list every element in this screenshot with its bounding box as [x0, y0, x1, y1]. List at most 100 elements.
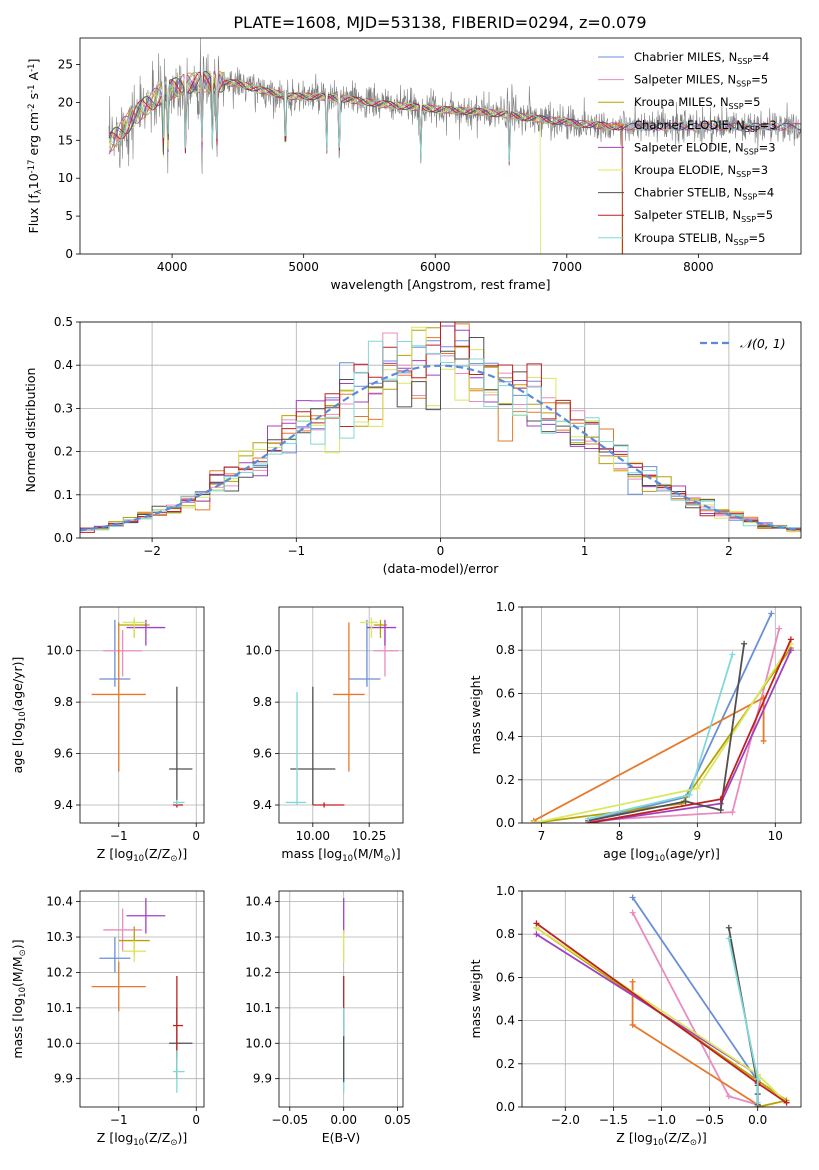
label-fragment: ⊙	[384, 854, 391, 864]
mass-weight-marker	[787, 636, 794, 643]
mass-weight-marker	[729, 651, 736, 658]
y-tick-label: 0.6	[496, 686, 515, 700]
y-tick-label: 9.8	[54, 695, 73, 709]
label-fragment: )]	[391, 846, 401, 861]
x-tick-label: −1.0	[647, 1113, 676, 1127]
mass-weight-marker	[530, 820, 537, 823]
x-tick-label: 2	[725, 544, 733, 558]
x-tick-label: −1	[110, 1113, 128, 1127]
y-tick-label: 0.8	[496, 927, 515, 941]
label-fragment: s	[26, 93, 41, 104]
mass-weight-marker	[754, 1075, 761, 1082]
age_vs_Z-plot-area	[91, 617, 193, 808]
mass-weight-marker	[725, 1093, 732, 1100]
y-axis-label: mass [log10(M/M⊙)]	[10, 939, 28, 1058]
x-tick-label: 10	[768, 829, 783, 843]
mass-weight-marker	[783, 1099, 790, 1106]
mass-weight-marker	[629, 909, 636, 916]
x-tick-label: 6000	[420, 260, 451, 274]
y-axis-label: mass weight	[468, 959, 483, 1038]
label-fragment: A	[26, 71, 41, 84]
mass_vs_Z-axes: −1 09.910.010.110.210.310.4Z [log10(Z/Z⊙)…	[10, 890, 205, 1148]
x-tick-label: 9	[694, 829, 702, 843]
y-tick-label: 10.0	[46, 644, 73, 658]
age_vs_mass-plot-area	[285, 617, 399, 808]
legend-tail: =3	[759, 140, 776, 154]
x-axis-label: age [log10(age/yr)]	[603, 846, 720, 864]
spectrum-plot-area	[108, 38, 801, 254]
residuals-axes: −2 −1 0 1 2 0.0 0.1 0.2 0.3 0.4 0.5 (data-model)/er…	[23, 315, 802, 576]
y-tick-label: 20	[58, 95, 73, 109]
mass_vs_EBV-axes: −0.05 0.00 0.05 9.9 10.0 10.1 10.2 10.3 10.4 E(B-…	[245, 890, 411, 1145]
x-axis-label: (data-model)/error	[383, 561, 500, 576]
legend-label: Kroupa ELODIE, NSSP=3	[634, 163, 768, 179]
label-fragment: mass weight	[468, 675, 483, 754]
axes-frame	[278, 606, 404, 824]
y-tick-label: 10.2	[245, 965, 272, 979]
x-tick-label: 0.05	[384, 1113, 411, 1127]
mass-weight-marker	[533, 920, 540, 927]
mass-weight-marker	[629, 1021, 636, 1028]
legend-subscript: SSP	[741, 215, 756, 224]
y-tick-label: 10.4	[245, 895, 272, 909]
x-axis-label: E(B-V)	[322, 1130, 361, 1145]
spectrum-model-line	[108, 71, 801, 163]
y-tick-label: 0.4	[54, 358, 73, 372]
label-fragment: 10	[342, 854, 353, 864]
age_vs_Z-axes: −1 09.49.69.810.0Z [log10(Z/Z⊙)]age [log1…	[10, 606, 205, 864]
y-tick-label: 0.0	[496, 1100, 515, 1114]
x-tick-label: 0.0	[748, 1113, 767, 1127]
label-fragment: (Z/Z	[144, 846, 170, 861]
x-tick-label: 4000	[157, 260, 188, 274]
legend-label: Salpeter STELIB, NSSP=5	[634, 208, 773, 224]
axes-frame	[278, 890, 404, 1108]
label-fragment: (age/yr)]	[665, 846, 720, 861]
y-tick-label: 10.0	[245, 644, 272, 658]
legend-tail: =3	[751, 163, 768, 177]
y-tick-label: 10.3	[245, 930, 272, 944]
x-tick-label: 0	[192, 1113, 200, 1127]
legend-tail: =5	[751, 73, 768, 87]
x-tick-label: 8	[616, 829, 624, 843]
y-tick-label: 9.9	[253, 1072, 272, 1086]
y-tick-label: 1.0	[496, 600, 515, 614]
label-fragment: (M/M	[353, 846, 384, 861]
y-axis-label: mass weight	[468, 675, 483, 754]
label-fragment: ]	[26, 59, 41, 64]
label-fragment: (M/M	[10, 956, 25, 987]
y-tick-label: 0.2	[496, 1057, 515, 1071]
x-tick-label: 0.00	[330, 1113, 357, 1127]
mass-weight-marker	[725, 935, 732, 942]
x-tick-label: −2.0	[551, 1113, 580, 1127]
label-fragment: Z [log	[97, 846, 133, 861]
label-fragment: -17	[27, 159, 37, 173]
x-tick-label: 10.00	[296, 829, 330, 843]
legend-subscript: SSP	[744, 147, 759, 156]
label-fragment: )]	[10, 939, 25, 949]
spectrum-model-line	[108, 71, 801, 160]
mass-weight-marker	[768, 610, 775, 617]
label-fragment: ⊙	[18, 949, 28, 956]
mass-weight-marker	[760, 737, 767, 744]
x-tick-label: 0	[192, 829, 200, 843]
mass-weight-marker	[682, 798, 689, 805]
y-tick-label: 9.4	[54, 798, 73, 812]
x-tick-label: −2	[143, 544, 161, 558]
y-axis-label: Normed distribution	[23, 368, 38, 493]
axes-frame	[79, 37, 802, 255]
y-tick-label: 9.6	[253, 747, 272, 761]
label-fragment: Z [log	[97, 1130, 133, 1145]
histogram-step-line	[80, 337, 801, 530]
legend-label: Chabrier ELODIE, NSSP=3	[634, 118, 777, 134]
y-tick-label: 0.1	[54, 488, 73, 502]
legend-label: Salpeter ELODIE, NSSP=3	[634, 140, 776, 156]
y-axis-label: Flux [fλ10-17 erg cm-2 s-1 A-1]	[26, 59, 44, 234]
mass-weight-line	[533, 696, 765, 822]
label-fragment: (Z/Z	[664, 1130, 690, 1145]
mass-weight-line	[631, 912, 758, 1106]
axes-frame	[521, 606, 802, 824]
axes-frame	[79, 606, 205, 824]
label-fragment: age [log	[10, 722, 25, 773]
label-fragment: erg cm	[26, 112, 41, 160]
